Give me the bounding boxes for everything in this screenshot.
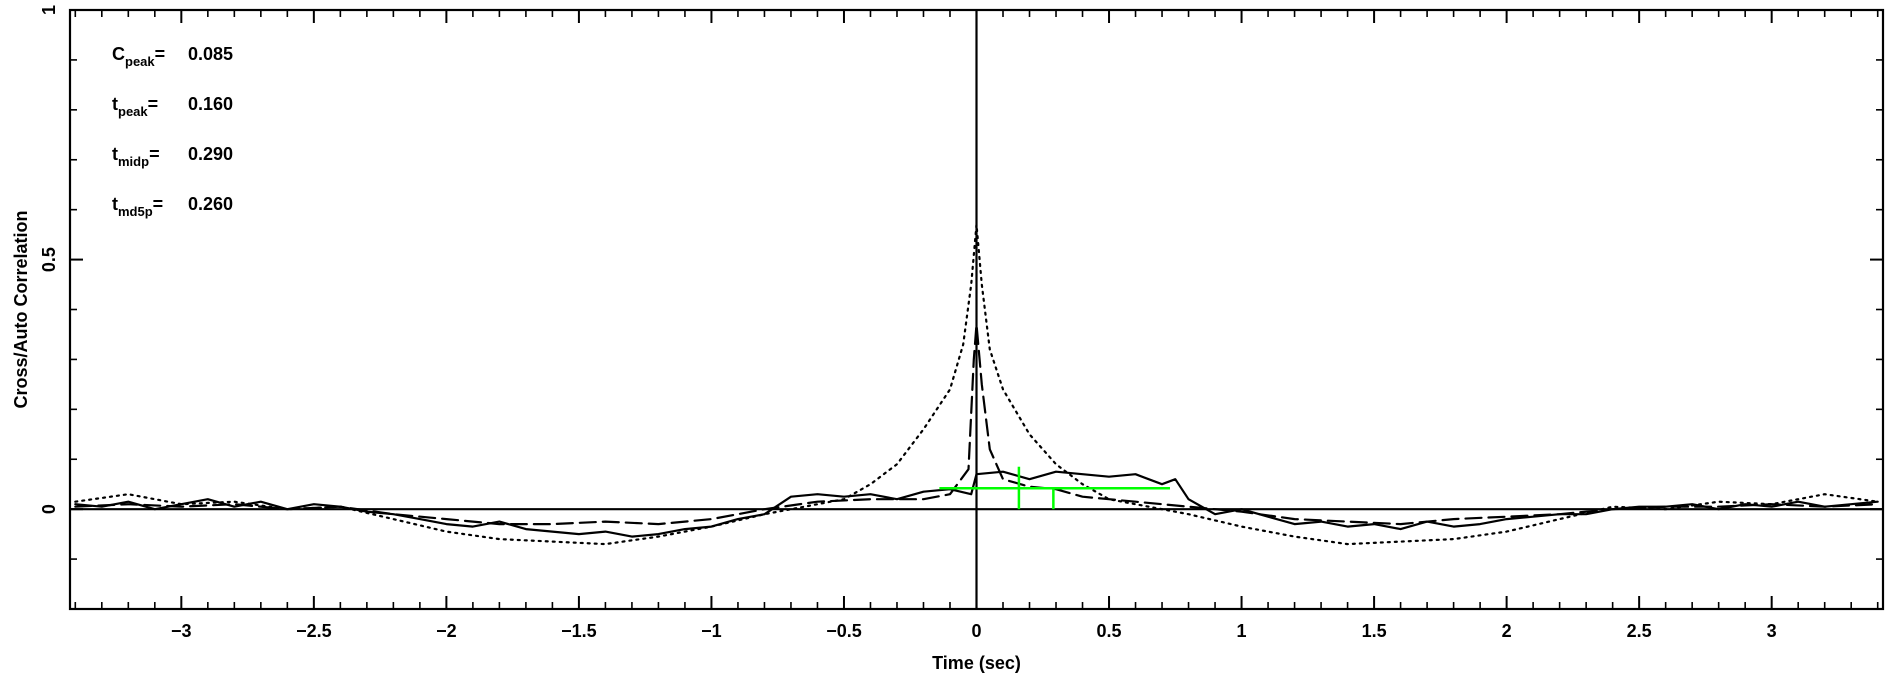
x-tick-label: 2.5 [1627,621,1652,641]
y-tick-label: 0.5 [39,247,59,272]
x-tick-label: −3 [171,621,192,641]
stat-annotation: tmd5p= [112,194,163,219]
y-tick-label: 1 [39,5,59,15]
y-tick-label: 0 [39,504,59,514]
x-tick-label: 0.5 [1097,621,1122,641]
x-tick-label: −1 [701,621,722,641]
stat-value: 0.085 [188,44,233,64]
x-tick-label: −1.5 [561,621,597,641]
x-axis-title: Time (sec) [932,653,1021,673]
x-tick-label: −2.5 [296,621,332,641]
x-tick-label: 3 [1767,621,1777,641]
stat-annotation: tpeak= [112,94,158,119]
x-tick-label: 1 [1237,621,1247,641]
x-tick-label: 2 [1502,621,1512,641]
x-tick-label: −2 [436,621,457,641]
stat-value: 0.160 [188,94,233,114]
stat-annotation: Cpeak= [112,44,165,69]
stat-value: 0.290 [188,144,233,164]
y-axis-title: Cross/Auto Correlation [11,210,31,408]
series-line-dashed [74,323,1879,526]
x-tick-label: 0 [971,621,981,641]
x-tick-label: −0.5 [826,621,862,641]
stats-annotations: Cpeak= 0.085 tpeak= 0.160 tmidp= 0.290 tmd5p= 0… [112,44,233,219]
stat-value: 0.260 [188,194,233,214]
reference-lines [70,10,1883,609]
x-tick-label: 1.5 [1362,621,1387,641]
green-markers [939,466,1170,510]
axis-ticks: −3 −2.5 −2 −1.5 −1 −0.5 0 0.5 1 1.5 2 2.5 3 0 0.5 1 [39,5,1883,641]
stat-annotation: tmidp= [112,144,160,169]
